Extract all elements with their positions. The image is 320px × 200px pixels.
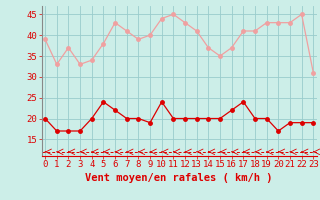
X-axis label: Vent moyen/en rafales ( km/h ): Vent moyen/en rafales ( km/h ) <box>85 173 273 183</box>
